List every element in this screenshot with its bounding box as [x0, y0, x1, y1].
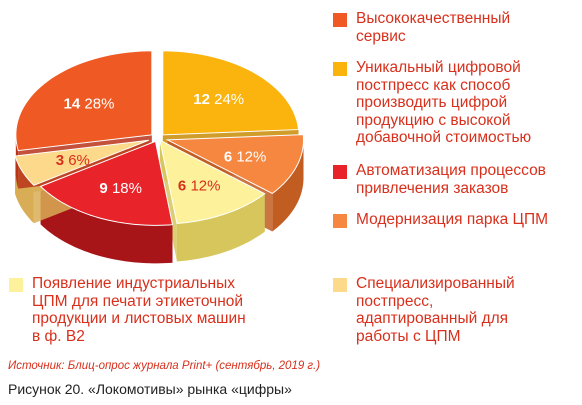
legend-swatch: [333, 214, 347, 228]
pie-data-label: 3 6%: [56, 152, 90, 169]
legend-swatch: [333, 165, 347, 179]
legend-swatch: [333, 13, 347, 27]
legend-item-order-automation: Автоматизация процессов привлечения зака…: [333, 162, 578, 197]
pie-edge-face: [159, 140, 177, 262]
pie-data-label: 12 24%: [193, 91, 244, 108]
legend-item-specialized-postpress: Специализированный постпресс, адаптирова…: [333, 275, 578, 345]
pie-percent-label: 6%: [68, 152, 90, 169]
pie-data-label: 14 28%: [64, 96, 115, 113]
legend-item-fleet-modernization: Модернизация парка ЦПМ: [333, 211, 578, 229]
pie-data-label: 9 18%: [99, 180, 142, 197]
legend-label: Специализированный постпресс, адаптирова…: [356, 275, 515, 345]
pie-data-label: 6 12%: [224, 149, 267, 166]
legend-label: Высококачественный сервис: [356, 10, 511, 45]
pie-slice: [159, 139, 266, 225]
pie-data-label: 6 12%: [178, 177, 221, 194]
legend-label: Автоматизация процессов привлечения зака…: [356, 162, 546, 197]
pie-count-label: 6: [178, 177, 191, 194]
legend-label: Модернизация парка ЦПМ: [356, 211, 549, 228]
legend-swatch: [9, 278, 23, 292]
pie-count-label: 12: [193, 91, 214, 108]
pie-percent-label: 12%: [190, 177, 220, 194]
pie-percent-label: 28%: [84, 96, 114, 113]
legend-item-industrial-machines: Появление индустриальных ЦПМ для печати …: [9, 275, 309, 345]
figure-caption: Рисунок 20. «Локомотивы» рынка «цифры»: [8, 381, 292, 397]
legend-swatch: [333, 62, 347, 76]
legend-item-unique-digital-postpress: Уникальный цифровой постпресс как способ…: [333, 59, 578, 147]
legend-label: Уникальный цифровой постпресс как способ…: [356, 59, 532, 146]
pie-slice: [15, 50, 153, 152]
pie-slice: [165, 134, 305, 195]
pie-percent-label: 24%: [214, 91, 244, 108]
legend-swatch: [333, 278, 347, 292]
pie-slice: [162, 50, 300, 136]
pie-percent-label: 18%: [112, 180, 142, 197]
pie-slice: [39, 140, 174, 226]
pie-count-label: 9: [99, 180, 112, 197]
pie-side-wall: [40, 186, 173, 264]
pie-slice: [14, 139, 149, 186]
pie-percent-label: 12%: [236, 149, 266, 166]
pie-count-label: 14: [64, 96, 85, 113]
pie-side-wall: [272, 139, 304, 232]
source-note: Источник: Блиц-опрос журнала Print+ (сен…: [8, 360, 321, 372]
pie-count-label: 6: [224, 149, 237, 166]
legend-item-high-quality-service: Высококачественный сервис: [333, 10, 578, 45]
legend-label: Появление индустриальных ЦПМ для печати …: [32, 275, 246, 345]
pie-count-label: 3: [56, 152, 69, 169]
